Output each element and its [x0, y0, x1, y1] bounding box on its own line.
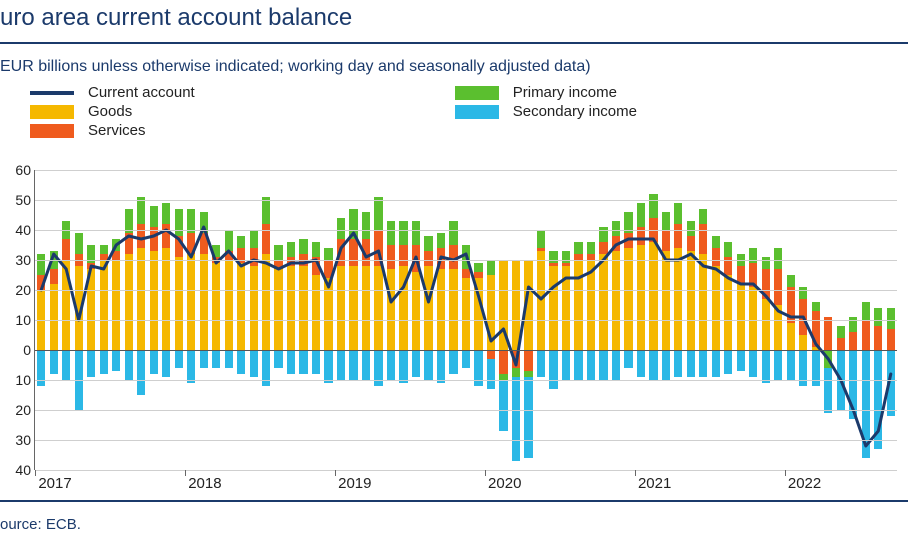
xtick-mark-2020	[485, 470, 486, 476]
xtick-2021: 2021	[638, 475, 671, 492]
services-label: Services	[88, 122, 146, 139]
ytick--10: 10	[5, 372, 31, 388]
goods-label: Goods	[88, 103, 132, 120]
gridline--10	[35, 380, 897, 381]
ytick--40: 40	[5, 462, 31, 478]
xtick-mark-2019	[335, 470, 336, 476]
source-text: ource: ECB.	[0, 516, 81, 533]
ytick-60: 60	[5, 162, 31, 178]
title-rule	[0, 42, 908, 44]
gridline--30	[35, 440, 897, 441]
ytick-30: 30	[5, 252, 31, 268]
legend-col-2: Primary income Secondary income	[455, 84, 637, 139]
current_account-label: Current account	[88, 84, 195, 101]
ytick-40: 40	[5, 222, 31, 238]
primary_income-swatch	[455, 86, 499, 100]
ytick-20: 20	[5, 282, 31, 298]
legend-item-secondary_income: Secondary income	[455, 103, 637, 120]
goods-swatch	[30, 105, 74, 119]
xtick-mark-2017	[35, 470, 36, 476]
gridline-10	[35, 320, 897, 321]
legend-item-primary_income: Primary income	[455, 84, 637, 101]
gridline-60	[35, 170, 897, 171]
xtick-2020: 2020	[488, 475, 521, 492]
ytick-10: 10	[5, 312, 31, 328]
secondary_income-swatch	[455, 105, 499, 119]
legend-item-goods: Goods	[30, 103, 195, 120]
chart-title: uro area current account balance	[0, 4, 352, 32]
legend-item-current_account: Current account	[30, 84, 195, 101]
gridline-0	[35, 350, 897, 351]
ytick--20: 20	[5, 402, 31, 418]
current_account-swatch	[30, 91, 74, 95]
gridline--20	[35, 410, 897, 411]
ytick--30: 30	[5, 432, 31, 448]
xtick-2018: 2018	[188, 475, 221, 492]
primary_income-label: Primary income	[513, 84, 617, 101]
xtick-2022: 2022	[788, 475, 821, 492]
legend-item-services: Services	[30, 122, 195, 139]
secondary_income-label: Secondary income	[513, 103, 637, 120]
xtick-2019: 2019	[338, 475, 371, 492]
legend-col-1: Current account Goods Services	[30, 84, 195, 139]
chart-container: uro area current account balance EUR bil…	[0, 0, 920, 552]
gridline-50	[35, 200, 897, 201]
gridline--40	[35, 470, 897, 471]
chart-subtitle: EUR billions unless otherwise indicated;…	[0, 58, 591, 76]
gridline-30	[35, 260, 897, 261]
ytick-50: 50	[5, 192, 31, 208]
xtick-mark-2021	[635, 470, 636, 476]
xtick-mark-2022	[785, 470, 786, 476]
legend: Current account Goods Services Primary inc…	[30, 84, 900, 139]
ytick-0: 0	[5, 342, 31, 358]
xtick-mark-2018	[185, 470, 186, 476]
gridline-20	[35, 290, 897, 291]
plot-area: 4030201001020304050602017201820192020202…	[34, 170, 897, 470]
gridline-40	[35, 230, 897, 231]
services-swatch	[30, 124, 74, 138]
footer-rule	[0, 500, 908, 502]
xtick-2017: 2017	[38, 475, 71, 492]
